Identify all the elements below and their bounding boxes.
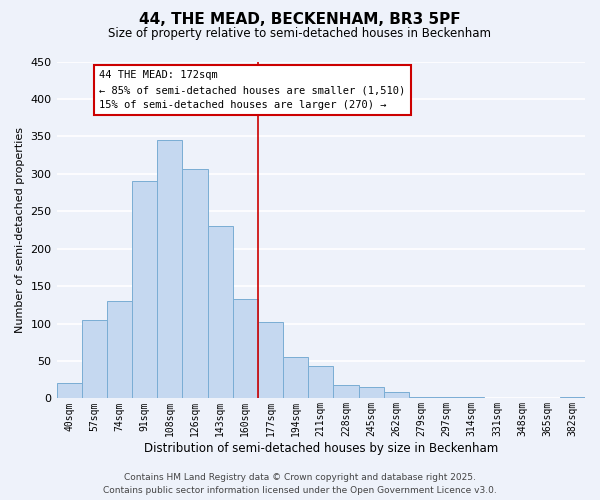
Bar [283,357,308,399]
Bar [82,320,107,398]
Y-axis label: Number of semi-detached properties: Number of semi-detached properties [15,127,25,333]
Text: Size of property relative to semi-detached houses in Beckenham: Size of property relative to semi-detach… [109,28,491,40]
Text: 44 THE MEAD: 172sqm
← 85% of semi-detached houses are smaller (1,510)
15% of sem: 44 THE MEAD: 172sqm ← 85% of semi-detach… [100,70,406,110]
Bar [359,387,383,398]
Text: Contains HM Land Registry data © Crown copyright and database right 2025.
Contai: Contains HM Land Registry data © Crown c… [103,474,497,495]
Bar [560,397,585,398]
Bar [208,226,233,398]
Bar [308,366,334,398]
Bar [409,397,434,398]
Bar [434,397,459,398]
Bar [233,299,258,398]
Bar [258,322,283,398]
Bar [182,168,208,398]
Bar [459,397,484,398]
Bar [157,140,182,398]
Bar [132,182,157,398]
Bar [383,392,409,398]
X-axis label: Distribution of semi-detached houses by size in Beckenham: Distribution of semi-detached houses by … [143,442,498,455]
Text: 44, THE MEAD, BECKENHAM, BR3 5PF: 44, THE MEAD, BECKENHAM, BR3 5PF [139,12,461,28]
Bar [107,301,132,398]
Bar [56,384,82,398]
Bar [334,385,359,398]
